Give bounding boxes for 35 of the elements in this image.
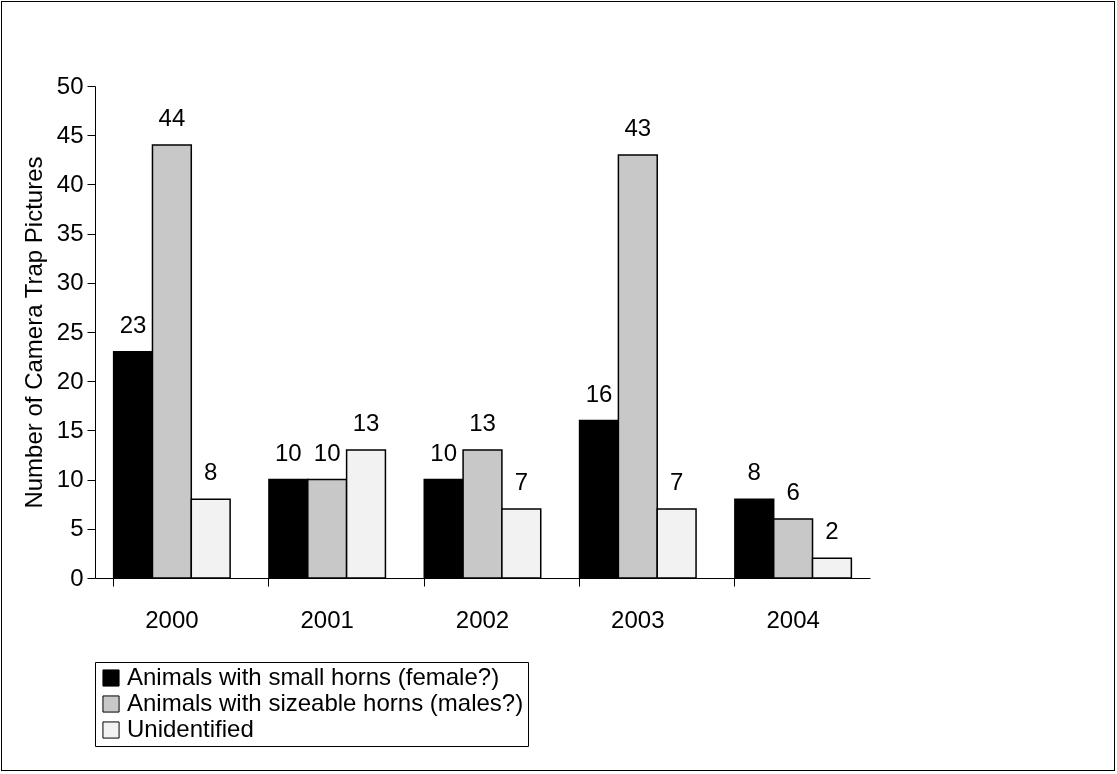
y-axis-title: Number of Camera Trap Pictures — [19, 156, 47, 509]
y-tick-label: 15 — [56, 415, 84, 443]
data-label: 7 — [669, 468, 684, 496]
data-label: 43 — [624, 113, 652, 141]
data-label: 44 — [158, 104, 186, 132]
data-label: 23 — [119, 310, 147, 338]
data-label: 2 — [825, 517, 839, 545]
data-label: 7 — [514, 468, 529, 496]
data-label: 8 — [204, 458, 218, 486]
y-tick-label: 25 — [56, 317, 84, 345]
data-label: 6 — [786, 477, 800, 505]
data-label: 16 — [585, 379, 613, 407]
y-tick-label: 40 — [56, 169, 84, 197]
data-label: 8 — [747, 458, 761, 486]
x-tick-label: 2002 — [455, 605, 510, 633]
x-tick-label: 2000 — [145, 605, 199, 633]
y-tick-label: 30 — [56, 268, 84, 296]
legend-label: Animals with sizeable horns (males?) — [127, 689, 524, 716]
data-label: 13 — [469, 409, 496, 437]
legend-label: Unidentified — [127, 715, 254, 742]
y-tick-label: 45 — [56, 120, 84, 148]
data-label: 13 — [352, 409, 380, 437]
y-tick-label: 10 — [56, 465, 84, 493]
y-tick-label: 50 — [56, 71, 84, 99]
x-tick-label: 2003 — [611, 605, 665, 633]
y-tick-label: 35 — [56, 219, 84, 247]
x-tick-label: 2004 — [766, 605, 820, 633]
data-label: 10 — [275, 438, 302, 466]
data-label: 10 — [313, 438, 341, 466]
y-tick-label: 20 — [56, 366, 84, 394]
data-label: 10 — [430, 438, 458, 466]
x-tick-label: 2001 — [300, 605, 354, 633]
legend-label: Animals with small horns (female?) — [127, 663, 500, 690]
y-tick-label: 0 — [70, 563, 84, 591]
y-tick-label: 5 — [70, 514, 84, 542]
